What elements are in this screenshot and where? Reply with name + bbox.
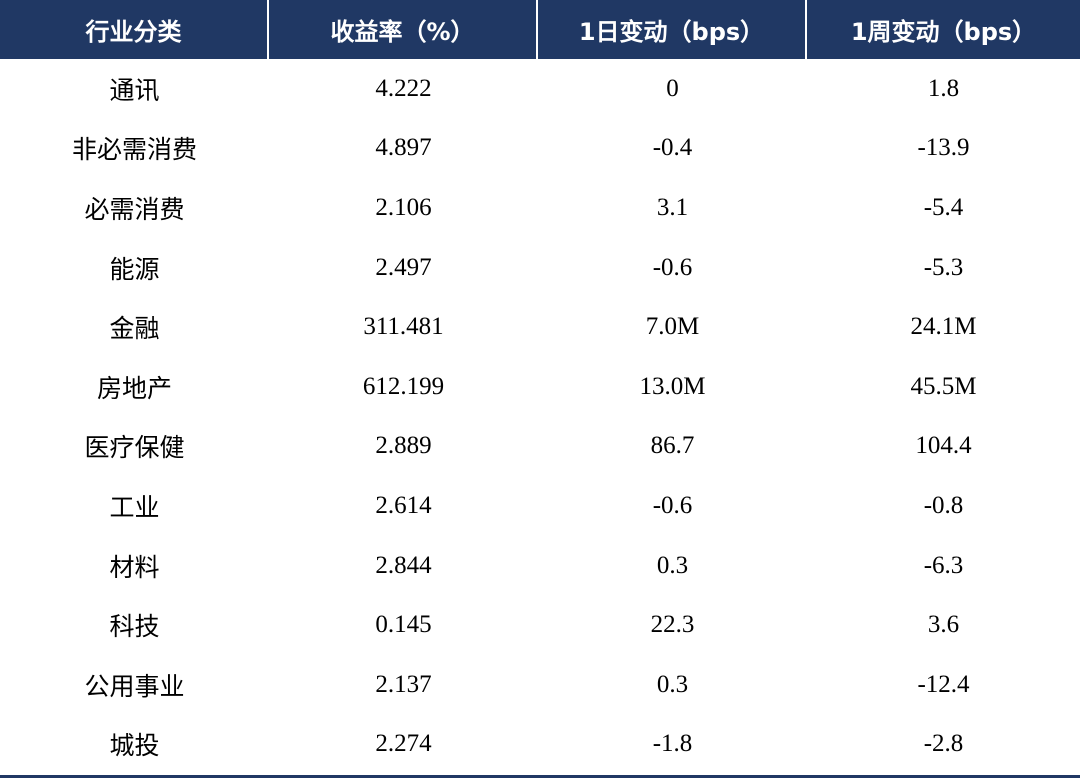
row-category: 公用事业 [84, 671, 185, 701]
row-1w-change: -6.3 [923, 551, 964, 579]
row-category: 材料 [109, 552, 160, 582]
table-row: 工业 2.614 -0.6 -0.8 [0, 476, 1080, 536]
table-row: 医疗保健 2.889 86.7 104.4 [0, 417, 1080, 477]
row-category: 房地产 [96, 373, 172, 403]
row-1w-change: -5.3 [923, 253, 964, 281]
row-yield: 2.106 [375, 193, 432, 221]
row-1w-change: 3.6 [927, 611, 960, 639]
header-yield: 收益率（%） [269, 0, 538, 59]
row-yield: 612.199 [362, 372, 445, 400]
table-row: 城投 2.274 -1.8 -2.8 [0, 715, 1080, 775]
table-header: 行业分类 收益率（%） 1日变动（bps） 1周变动（bps） [0, 0, 1080, 59]
header-1w-change: 1周变动（bps） [807, 0, 1080, 59]
row-yield: 4.222 [375, 74, 432, 102]
table-bottom-rule [0, 775, 1080, 778]
row-1d-change: 0.3 [656, 670, 689, 698]
table-row: 必需消费 2.106 3.1 -5.4 [0, 178, 1080, 238]
table-row: 材料 2.844 0.3 -6.3 [0, 536, 1080, 596]
table-row: 科技 0.145 22.3 3.6 [0, 595, 1080, 655]
row-yield: 2.497 [375, 253, 432, 281]
row-1d-change: -0.4 [652, 134, 693, 162]
row-1w-change: -12.4 [917, 670, 970, 698]
row-yield: 311.481 [363, 313, 444, 341]
row-1d-change: 0.3 [656, 551, 689, 579]
row-category: 金融 [109, 314, 160, 344]
row-category: 医疗保健 [84, 433, 185, 463]
row-category: 通讯 [109, 75, 160, 105]
row-1w-change: -13.9 [917, 134, 970, 162]
header-category: 行业分类 [0, 0, 269, 59]
row-category: 城投 [109, 731, 160, 761]
row-1w-change: 1.8 [927, 74, 960, 102]
row-1d-change: 13.0M [639, 372, 706, 400]
table-row: 金融 311.481 7.0M 24.1M [0, 297, 1080, 357]
row-yield: 2.137 [375, 670, 432, 698]
row-1d-change: 22.3 [650, 611, 695, 639]
table-row: 非必需消费 4.897 -0.4 -13.9 [0, 119, 1080, 179]
row-1d-change: 7.0M [645, 313, 700, 341]
row-1w-change: -0.8 [923, 491, 964, 519]
table-row: 公用事业 2.137 0.3 -12.4 [0, 655, 1080, 715]
table-row: 房地产 612.199 13.0M 45.5M [0, 357, 1080, 417]
header-1d-change: 1日变动（bps） [538, 0, 807, 59]
row-1d-change: -1.8 [652, 730, 693, 758]
row-1w-change: -5.4 [923, 193, 964, 221]
row-1d-change: -0.6 [652, 253, 693, 281]
row-yield: 2.614 [375, 491, 432, 519]
row-1d-change: 0 [666, 74, 679, 102]
table-body: 通讯 4.222 0 1.8 非必需消费 4.897 -0.4 -13.9 必需… [0, 59, 1080, 774]
row-category: 工业 [109, 492, 160, 522]
header-row: 行业分类 收益率（%） 1日变动（bps） 1周变动（bps） [0, 0, 1080, 59]
row-1w-change: 24.1M [910, 313, 977, 341]
row-yield: 0.145 [375, 611, 432, 639]
row-yield: 2.889 [375, 432, 432, 460]
row-1w-change: -2.8 [923, 730, 964, 758]
row-yield: 2.844 [375, 551, 432, 579]
row-1d-change: 3.1 [656, 193, 689, 221]
row-category: 能源 [109, 254, 160, 284]
row-1w-change: 104.4 [915, 432, 972, 460]
row-category: 非必需消费 [71, 135, 197, 165]
table-row: 通讯 4.222 0 1.8 [0, 59, 1080, 119]
row-yield: 2.274 [375, 730, 432, 758]
row-yield: 4.897 [375, 134, 432, 162]
table-row: 能源 2.497 -0.6 -5.3 [0, 238, 1080, 298]
row-1d-change: -0.6 [652, 491, 693, 519]
row-category: 必需消费 [84, 194, 185, 224]
row-1d-change: 86.7 [650, 432, 695, 460]
row-1w-change: 45.5M [910, 372, 977, 400]
row-category: 科技 [109, 612, 160, 642]
